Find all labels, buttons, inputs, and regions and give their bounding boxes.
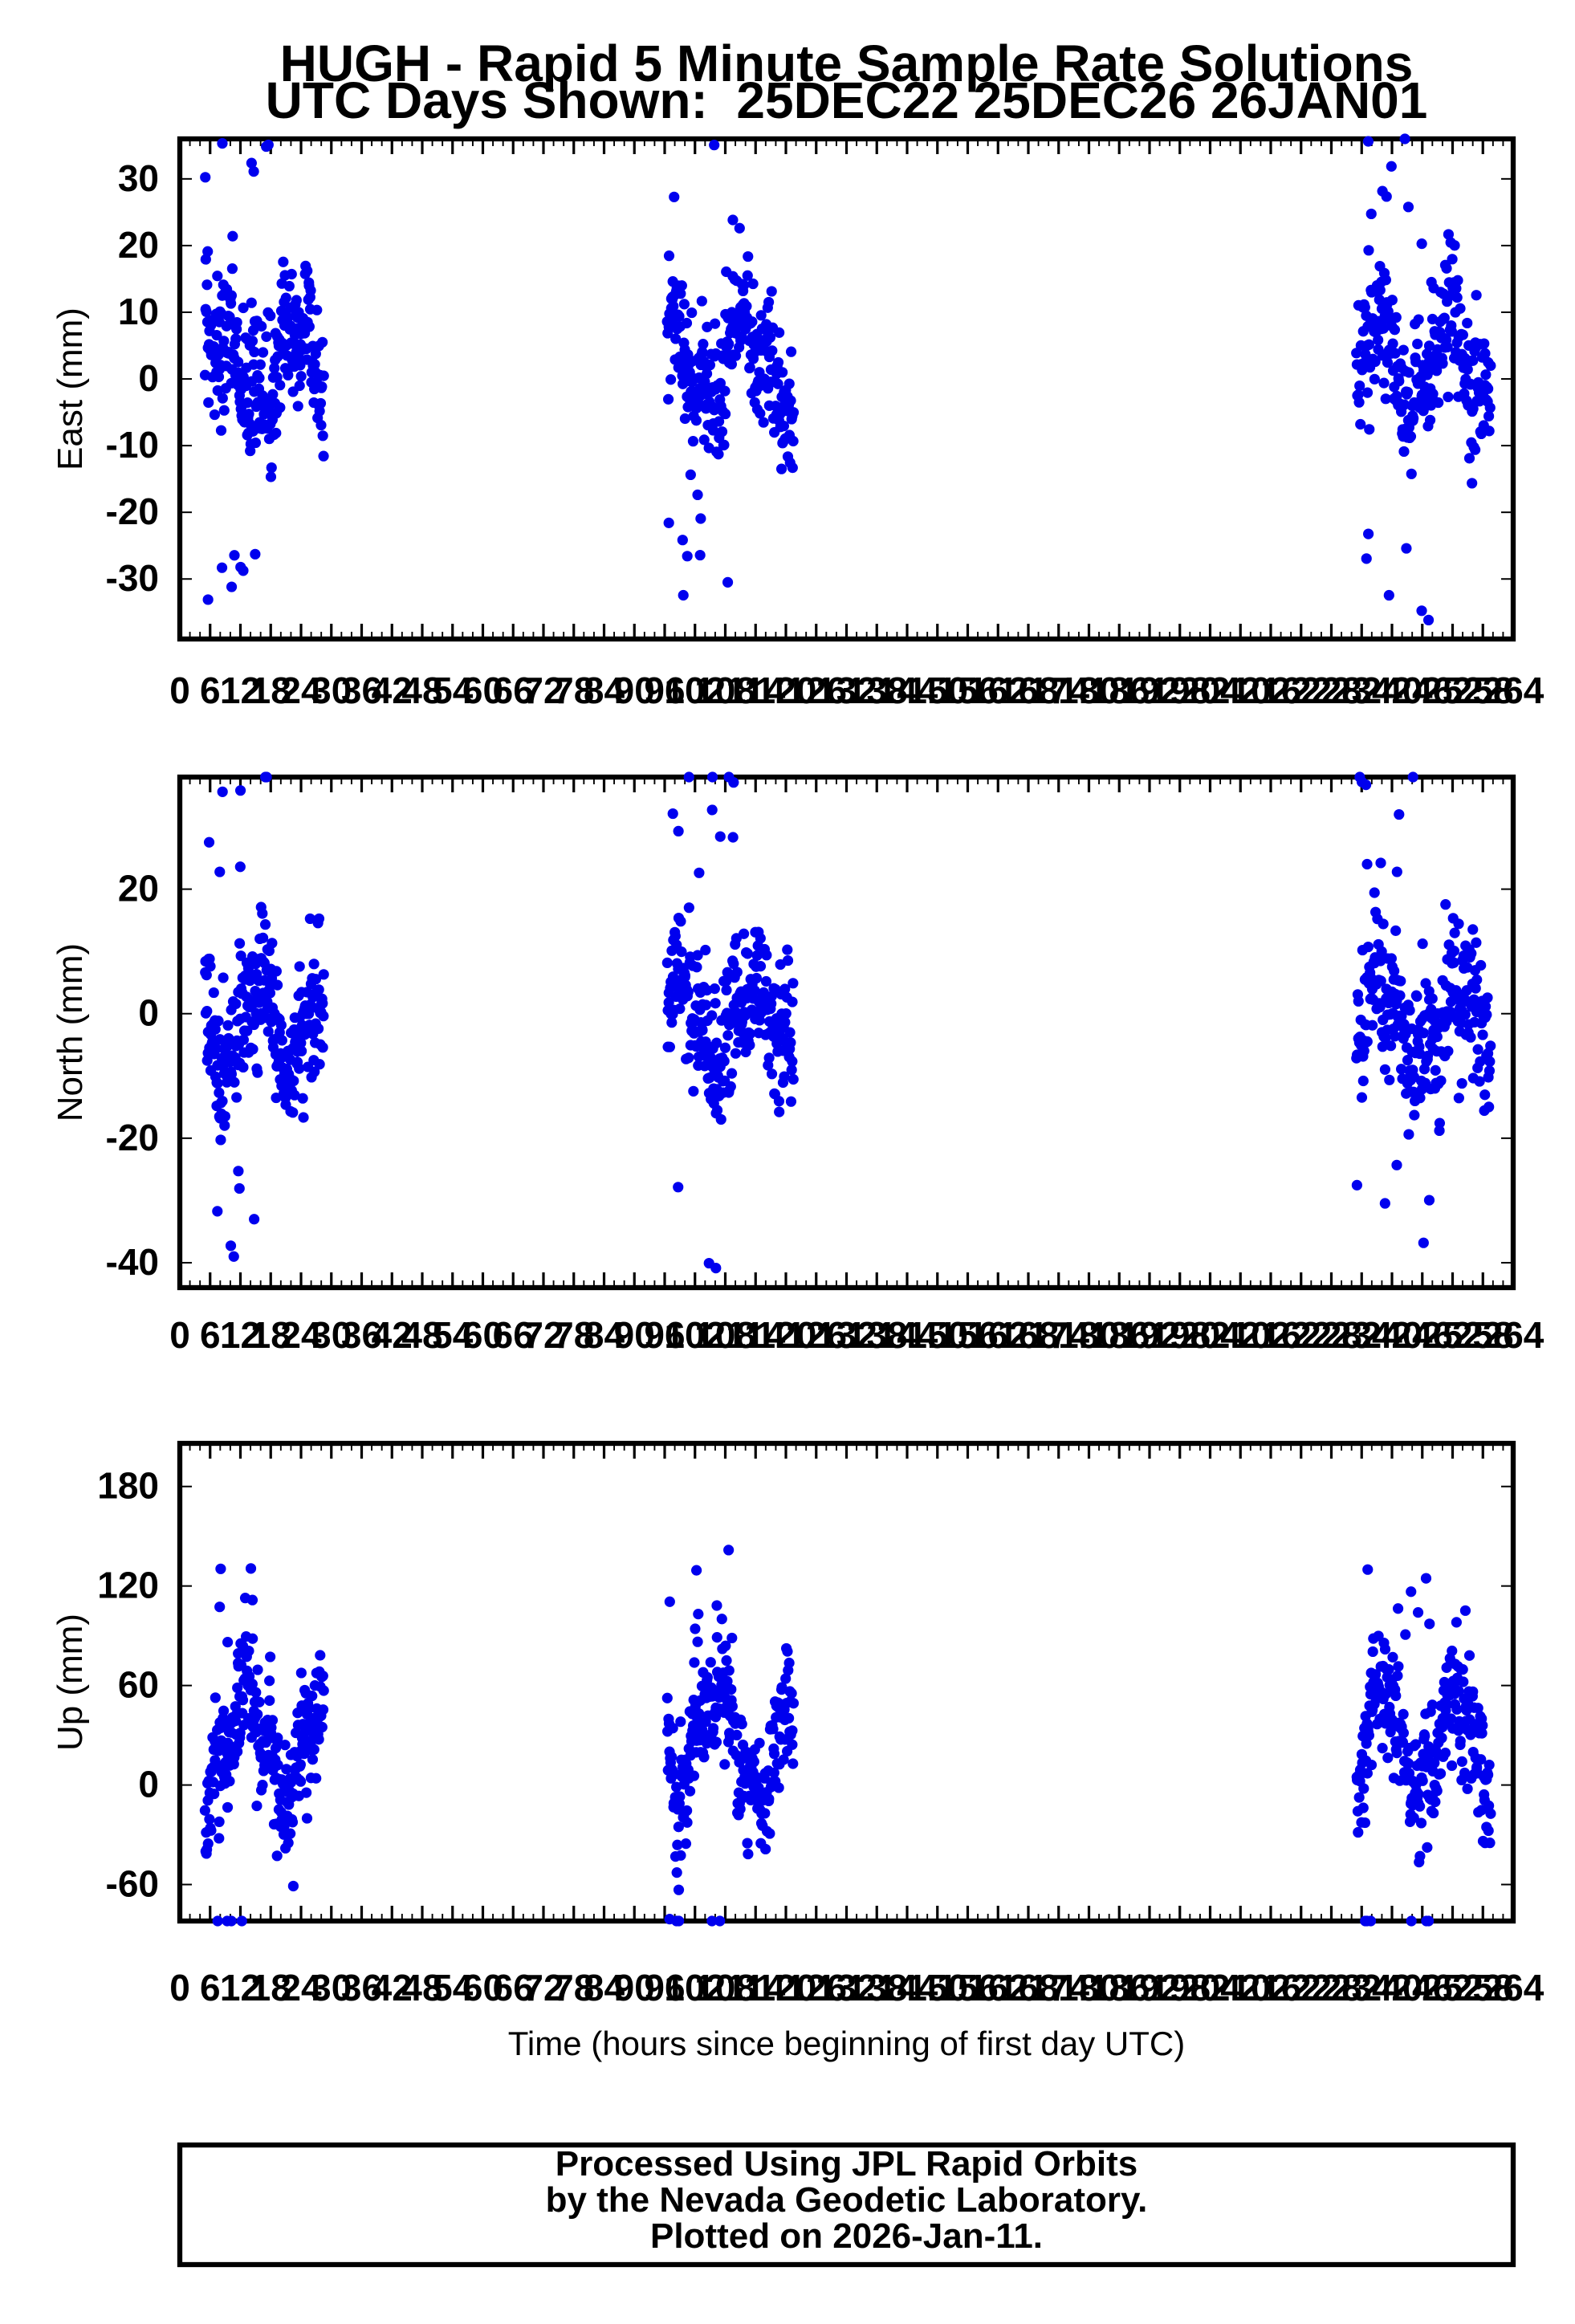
- svg-text:-60: -60: [106, 1863, 159, 1905]
- svg-text:0: 0: [138, 357, 159, 399]
- svg-text:-20: -20: [106, 1117, 159, 1158]
- svg-text:264: 264: [1483, 670, 1544, 711]
- svg-text:6: 6: [200, 1967, 221, 2009]
- svg-text:by the Nevada Geodetic Laborat: by the Nevada Geodetic Laboratory.: [546, 2180, 1148, 2220]
- svg-text:6: 6: [200, 670, 221, 711]
- svg-text:-30: -30: [106, 557, 159, 599]
- svg-text:264: 264: [1483, 1967, 1544, 2009]
- svg-text:-10: -10: [106, 424, 159, 466]
- svg-text:0: 0: [169, 1314, 190, 1356]
- svg-text:Plotted on 2026-Jan-11.: Plotted on 2026-Jan-11.: [650, 2216, 1043, 2256]
- svg-text:120: 120: [97, 1565, 159, 1606]
- svg-text:20: 20: [118, 868, 159, 910]
- svg-text:UTC Days Shown: 25DEC22 25DEC: UTC Days Shown: 25DEC22 25DEC26 26JAN01: [266, 71, 1428, 129]
- svg-text:Processed Using JPL Rapid Orbi: Processed Using JPL Rapid Orbits: [556, 2144, 1138, 2184]
- svg-text:180: 180: [97, 1465, 159, 1507]
- svg-text:-20: -20: [106, 490, 159, 532]
- svg-text:0: 0: [138, 992, 159, 1034]
- svg-text:0: 0: [169, 1967, 190, 2009]
- svg-text:-40: -40: [106, 1241, 159, 1283]
- svg-text:30: 30: [118, 157, 159, 199]
- svg-text:Up (mm): Up (mm): [51, 1614, 90, 1751]
- svg-text:North (mm): North (mm): [51, 943, 90, 1121]
- svg-text:264: 264: [1483, 1314, 1544, 1356]
- svg-text:Time (hours since beginning of: Time (hours since beginning of first day…: [508, 2025, 1185, 2062]
- svg-text:0: 0: [169, 670, 190, 711]
- svg-text:East (mm): East (mm): [51, 307, 90, 470]
- svg-text:0: 0: [138, 1764, 159, 1805]
- svg-text:20: 20: [118, 224, 159, 266]
- svg-text:10: 10: [118, 291, 159, 332]
- svg-text:6: 6: [200, 1314, 221, 1356]
- svg-text:60: 60: [118, 1664, 159, 1706]
